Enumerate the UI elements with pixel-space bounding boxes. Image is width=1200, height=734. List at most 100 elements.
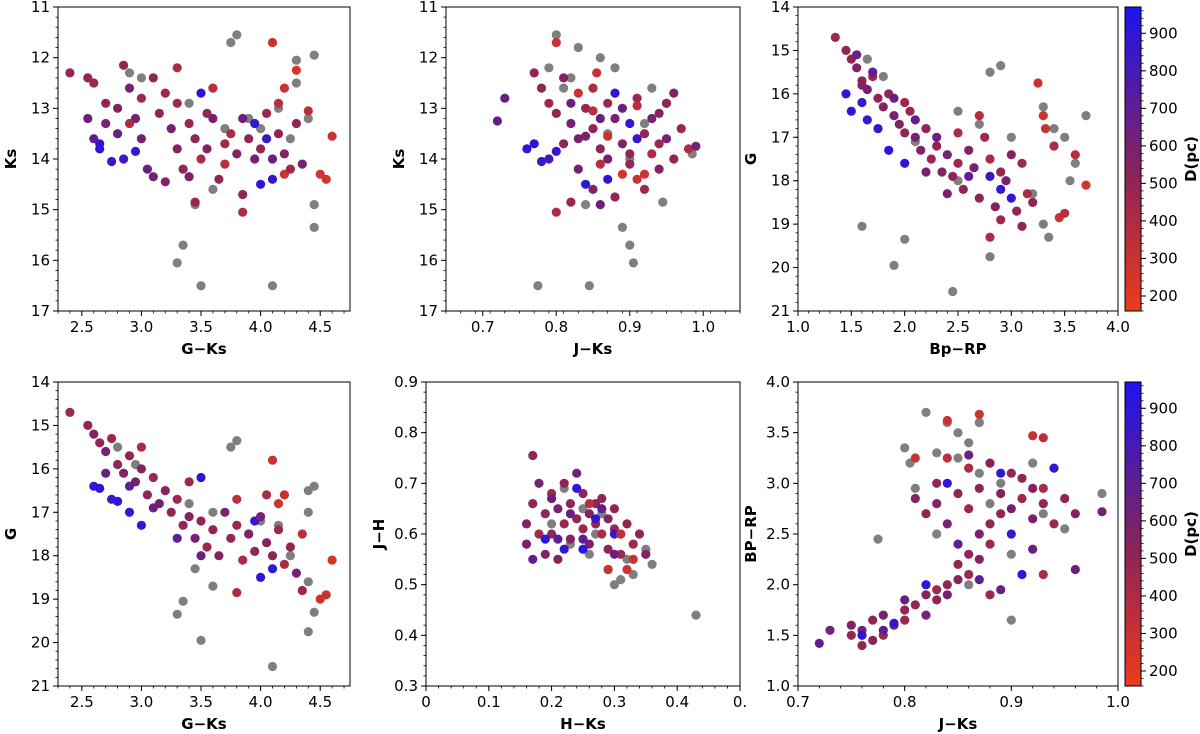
- data-point: [297, 585, 307, 596]
- data-point: [196, 472, 206, 483]
- data-point: [160, 486, 170, 496]
- y-tick-label: 4.0: [766, 373, 790, 391]
- data-point-gray: [303, 486, 313, 496]
- data-point: [297, 529, 307, 539]
- data-point: [974, 575, 984, 585]
- data-point-gray: [573, 42, 583, 53]
- plot-frame: [445, 6, 741, 312]
- data-point: [974, 529, 984, 539]
- data-point: [639, 169, 650, 179]
- colorbar-tick-label: 700: [1149, 474, 1178, 492]
- data-point: [572, 483, 582, 493]
- data-point: [1006, 504, 1016, 514]
- data-point-gray: [291, 78, 301, 88]
- data-point: [172, 63, 182, 73]
- data-point: [256, 144, 266, 154]
- data-point: [609, 549, 620, 559]
- data-point: [551, 37, 561, 48]
- data-point: [857, 80, 867, 90]
- colorbar-tick-label: 500: [1149, 174, 1178, 192]
- colorbar-tick-label: 200: [1149, 662, 1178, 680]
- data-point: [566, 98, 576, 108]
- data-point: [528, 450, 538, 461]
- data-point: [492, 116, 502, 126]
- data-point: [852, 50, 862, 60]
- data-point: [544, 98, 554, 108]
- colorbar-tick-label: 400: [1149, 212, 1178, 230]
- data-point: [267, 455, 278, 465]
- data-point-gray: [285, 551, 295, 561]
- scatter-panel-3: 1.0 1.5 2.0 2.5 3.0 3.5 4.0 14 15 16 17 18 19 20 21 Bp−…: [742, 0, 1130, 358]
- data-point: [603, 514, 613, 524]
- data-point: [256, 511, 266, 522]
- x-tick-label: 0.2: [540, 693, 564, 711]
- data-point-gray: [996, 61, 1006, 71]
- data-point-gray: [309, 607, 319, 617]
- x-tick-label: 0.1: [477, 693, 501, 711]
- data-point-gray: [609, 580, 620, 590]
- data-point: [124, 83, 135, 93]
- data-point-gray: [178, 240, 188, 250]
- data-point-gray: [964, 438, 974, 448]
- data-point: [214, 174, 224, 184]
- y-tick-label: 14: [771, 0, 790, 16]
- data-point: [942, 150, 952, 160]
- data-point: [238, 207, 248, 217]
- data-point: [279, 83, 289, 93]
- data-point: [540, 509, 550, 519]
- data-point-gray: [551, 30, 561, 40]
- x-tick-label: 2.5: [946, 318, 970, 336]
- data-point: [588, 184, 598, 194]
- y-tick-label: 0.5: [394, 576, 418, 594]
- data-point: [597, 504, 607, 514]
- x-tick-label: 1.0: [691, 318, 715, 336]
- data-point: [942, 415, 952, 426]
- data-point: [279, 559, 289, 570]
- data-point: [669, 88, 679, 98]
- data-point: [932, 478, 942, 488]
- data-point: [641, 549, 651, 559]
- data-point: [591, 514, 601, 524]
- data-point: [985, 590, 995, 600]
- data-point: [964, 504, 974, 514]
- data-point: [521, 519, 532, 529]
- data-point: [291, 118, 301, 129]
- x-tick-label: 0.7: [471, 318, 495, 336]
- data-point-gray: [285, 134, 295, 144]
- data-point-gray: [208, 184, 218, 194]
- data-point: [889, 618, 899, 628]
- y-tick-label: 15: [771, 41, 790, 59]
- x-tick-label: 0.8: [893, 693, 917, 711]
- data-point: [1038, 111, 1048, 121]
- x-tick-label: 3.0: [999, 318, 1023, 336]
- data-point: [610, 88, 620, 98]
- data-point: [178, 164, 188, 174]
- data-point: [142, 490, 152, 500]
- colorbar-gradient: [1124, 6, 1142, 312]
- data-point: [595, 113, 605, 124]
- y-tick-label: 17: [771, 128, 790, 146]
- x-tick-label: 2.5: [70, 693, 94, 711]
- y-tick-label: 19: [31, 590, 50, 608]
- y-tick-label: 21: [771, 302, 790, 320]
- data-point: [921, 590, 931, 600]
- data-point: [632, 174, 642, 184]
- data-point: [124, 507, 135, 517]
- data-point: [551, 207, 561, 217]
- data-point: [226, 129, 236, 139]
- data-point-gray: [985, 499, 995, 509]
- data-point: [534, 478, 544, 488]
- x-axis-label: H−Ks: [560, 715, 606, 733]
- y-tick-label: 0.9: [394, 373, 418, 391]
- data-point-gray: [559, 83, 569, 93]
- data-point: [1028, 483, 1038, 493]
- x-tick-label: 0.8: [544, 318, 568, 336]
- data-point: [1049, 141, 1059, 151]
- data-point: [609, 504, 620, 514]
- colorbar-tick-label: 900: [1149, 24, 1178, 42]
- data-point: [1022, 189, 1032, 199]
- data-point: [953, 539, 963, 549]
- data-point: [559, 544, 569, 554]
- data-point-gray: [878, 71, 888, 82]
